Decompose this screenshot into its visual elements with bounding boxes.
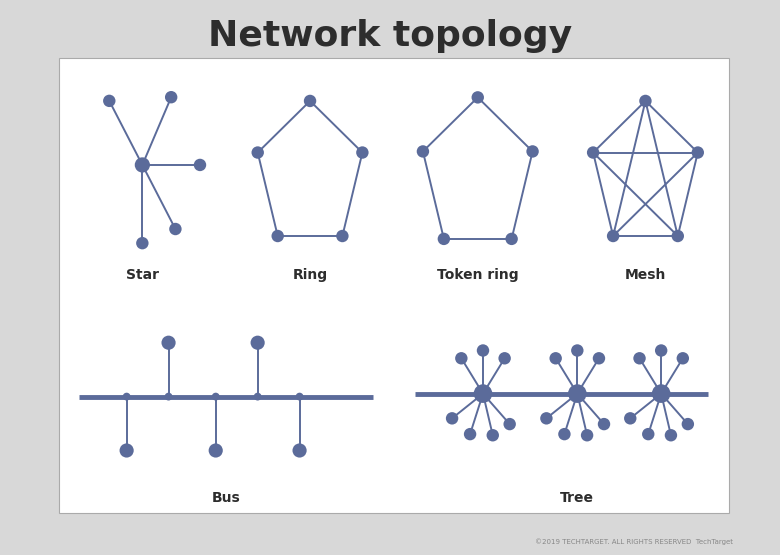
Point (692, 148, 704, 157)
Point (581, 431, 594, 440)
Point (120, 446, 133, 455)
Point (417, 147, 429, 156)
Point (471, 93, 484, 102)
Point (655, 346, 668, 355)
Point (356, 148, 369, 157)
Text: Network topology: Network topology (208, 19, 572, 53)
Text: Star: Star (126, 268, 159, 282)
Point (193, 160, 206, 169)
Point (210, 392, 222, 401)
Text: Ring: Ring (292, 268, 328, 282)
Text: Bus: Bus (212, 491, 240, 506)
Point (571, 346, 583, 355)
Point (498, 354, 511, 363)
Point (640, 97, 652, 105)
Point (665, 431, 677, 440)
Point (455, 354, 467, 363)
Point (587, 148, 599, 157)
Point (549, 354, 562, 363)
Point (162, 339, 175, 347)
Point (136, 239, 149, 248)
Text: ©2019 TECHTARGET. ALL RIGHTS RESERVED  TechTarget: ©2019 TECHTARGET. ALL RIGHTS RESERVED Te… (535, 538, 733, 545)
Point (571, 389, 583, 398)
Point (477, 389, 489, 398)
Point (271, 231, 284, 240)
Point (293, 392, 306, 401)
Point (633, 354, 646, 363)
Point (251, 339, 264, 347)
Point (503, 420, 516, 428)
Point (477, 346, 489, 355)
Point (597, 420, 610, 428)
Point (505, 234, 518, 243)
Point (136, 160, 149, 169)
Point (210, 446, 222, 455)
Point (672, 231, 684, 240)
Point (165, 93, 177, 102)
Point (558, 430, 571, 438)
Point (541, 414, 553, 423)
Point (676, 354, 689, 363)
Point (624, 414, 636, 423)
Point (487, 431, 499, 440)
Point (682, 420, 694, 428)
Point (526, 147, 539, 156)
Point (438, 234, 450, 243)
Text: Tree: Tree (560, 491, 594, 506)
Point (464, 430, 477, 438)
Point (655, 389, 668, 398)
Text: Mesh: Mesh (625, 268, 666, 282)
Point (251, 392, 264, 401)
Text: Token ring: Token ring (437, 268, 519, 282)
Point (607, 231, 619, 240)
Point (162, 392, 175, 401)
Point (251, 148, 264, 157)
Point (304, 97, 317, 105)
Point (336, 231, 349, 240)
Point (593, 354, 605, 363)
Point (120, 392, 133, 401)
Point (103, 97, 115, 105)
Point (293, 446, 306, 455)
Point (642, 430, 654, 438)
Point (446, 414, 459, 423)
Point (169, 225, 182, 234)
